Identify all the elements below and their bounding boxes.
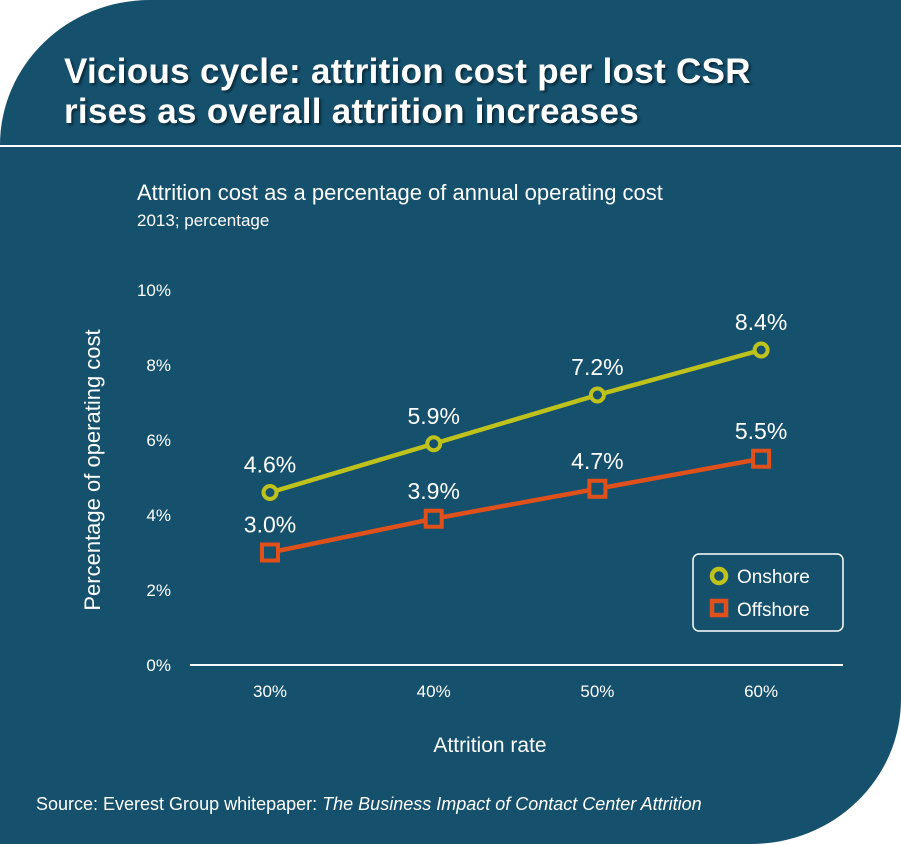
data-point-offshore	[587, 478, 608, 499]
title-line-2: rises as overall attrition increases	[64, 92, 639, 131]
y-tick-label: 0%	[146, 656, 171, 675]
data-label-onshore: 8.4%	[735, 309, 787, 335]
legend-onshore-marker	[709, 566, 729, 586]
data-label-offshore: 4.7%	[571, 448, 623, 474]
data-label-offshore: 5.5%	[735, 418, 787, 444]
source-publication: The Business Impact of Contact Center At…	[322, 794, 702, 814]
data-label-onshore: 4.6%	[244, 452, 296, 478]
chart-title: Attrition cost as a percentage of annual…	[137, 180, 663, 205]
source-prefix: Source: Everest Group whitepaper:	[36, 794, 323, 814]
x-tick-label: 50%	[580, 682, 614, 701]
y-tick-label: 8%	[146, 356, 171, 375]
data-label-offshore: 3.9%	[407, 478, 459, 504]
y-axis-label: Percentage of operating cost	[80, 329, 105, 610]
data-point-offshore	[423, 508, 444, 529]
legend-onshore-label: Onshore	[737, 567, 810, 588]
source-note: Source: Everest Group whitepaper: The Bu…	[36, 794, 702, 815]
chart-subtitle: 2013; percentage	[137, 211, 270, 230]
title-line-1: Vicious cycle: attrition cost per lost C…	[64, 52, 751, 91]
y-tick-label: 4%	[146, 506, 171, 525]
x-tick-label: 30%	[253, 682, 287, 701]
y-tick-label: 6%	[146, 431, 171, 450]
x-axis-label: Attrition rate	[433, 734, 546, 757]
data-label-onshore: 7.2%	[571, 354, 623, 380]
y-tick-label: 2%	[146, 581, 171, 600]
y-tick-label: 10%	[137, 281, 171, 300]
infographic-title: Vicious cycle: attrition cost per lost C…	[64, 52, 751, 132]
legend-box	[692, 553, 844, 632]
series-line-onshore	[269, 347, 762, 495]
data-point-onshore	[752, 341, 770, 359]
legend: Onshore Offshore	[692, 553, 844, 632]
data-label-offshore: 3.0%	[244, 512, 296, 538]
series-line-offshore	[269, 456, 762, 555]
data-label-onshore: 5.9%	[407, 403, 459, 429]
legend-offshore-marker	[709, 598, 729, 618]
data-point-onshore	[588, 386, 606, 404]
x-tick-label: 40%	[417, 682, 451, 701]
title-divider	[0, 145, 901, 147]
data-point-offshore	[260, 542, 280, 563]
legend-offshore-label: Offshore	[737, 600, 810, 621]
data-point-onshore	[261, 484, 279, 501]
data-point-onshore	[425, 435, 443, 453]
data-point-offshore	[751, 448, 772, 469]
x-tick-label: 60%	[744, 682, 778, 701]
